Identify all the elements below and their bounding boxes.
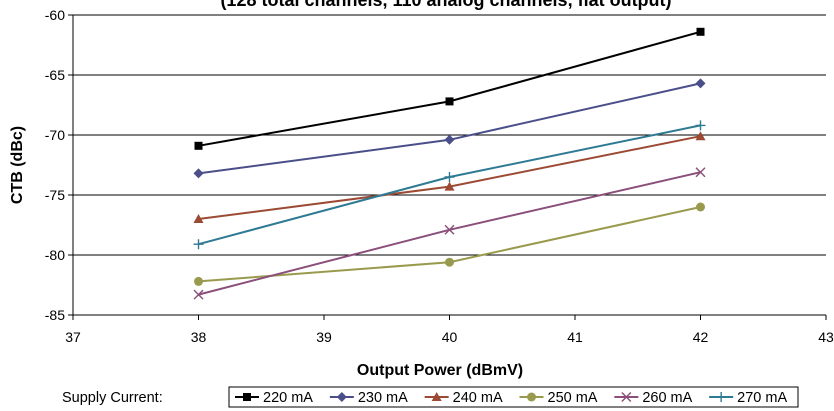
y-tick-label: -80 (45, 247, 65, 263)
data-point (696, 27, 705, 36)
data-point (695, 78, 706, 89)
series-250-mA (194, 202, 705, 286)
legend-entry: 250 mA (519, 390, 598, 406)
data-point (444, 172, 455, 182)
series-220-mA (194, 27, 705, 150)
legend-entry: 270 mA (709, 390, 787, 406)
x-tick-labels: 37 38 39 40 41 42 43 (65, 329, 834, 345)
series-group (193, 27, 706, 300)
y-tick-label: -70 (45, 127, 65, 143)
legend-label: 260 mA (642, 390, 692, 406)
plot-frame (68, 14, 827, 320)
legend-marker (527, 392, 536, 402)
legend-label: 240 mA (453, 390, 503, 406)
y-tick-labels: -60 -65 -70 -75 -80 -85 (45, 7, 65, 323)
series-270-mA (193, 120, 706, 250)
x-tick-label: 42 (693, 329, 709, 345)
x-tick-label: 39 (316, 329, 332, 345)
series-line (198, 206, 701, 283)
chart-title: (128 total channels, 110 analog channels… (220, 0, 671, 10)
legend-label: 230 mA (358, 390, 408, 406)
x-axis-label: Output Power (dBmV) (357, 362, 523, 379)
y-axis-label: CTB (dBc) (9, 126, 26, 204)
legend-entry: 220 mA (235, 390, 313, 406)
legend-entry: 260 mA (614, 390, 693, 406)
legend-marker (621, 392, 632, 402)
data-point (194, 276, 203, 286)
data-point (444, 224, 455, 235)
data-point (695, 167, 706, 178)
legend-marker (431, 392, 442, 401)
x-tick-label: 41 (567, 329, 583, 345)
data-point (193, 239, 204, 250)
legend: 220 mA 230 mA 240 mA 250 mA 260 mA 270 mA (228, 386, 799, 408)
data-point (445, 257, 454, 267)
x-tick-label: 38 (191, 329, 207, 345)
legend-label: 270 mA (737, 390, 787, 406)
data-point (444, 134, 455, 145)
data-point (695, 131, 706, 141)
data-point (193, 289, 204, 300)
data-point (445, 97, 454, 106)
y-tick-label: -85 (45, 307, 65, 323)
series-line (198, 30, 701, 147)
legend-marker (336, 392, 347, 402)
series-260-mA (193, 167, 706, 300)
y-tick-label: -60 (45, 7, 65, 23)
series-240-mA (193, 131, 706, 223)
y-tick-label: -75 (45, 187, 65, 203)
legend-marker (716, 392, 727, 402)
legend-marker (243, 393, 251, 401)
series-line (198, 82, 701, 175)
data-point (193, 168, 204, 179)
legend-label: 220 mA (263, 390, 313, 406)
legend-entry: 230 mA (329, 390, 408, 406)
data-point (193, 214, 204, 223)
y-tick-label: -65 (45, 67, 65, 83)
legend-title: Supply Current: (62, 390, 163, 406)
x-tick-label: 43 (818, 329, 834, 345)
legend-box (228, 386, 799, 408)
grid-lines (73, 14, 826, 316)
legend-entry: 240 mA (424, 390, 503, 406)
series-230-mA (193, 78, 706, 179)
data-point (444, 181, 455, 191)
legend-label: 250 mA (548, 390, 598, 406)
x-tick-label: 40 (442, 329, 458, 345)
x-tick-label: 37 (65, 329, 81, 345)
data-point (695, 120, 706, 131)
data-point (194, 141, 203, 150)
data-point (696, 202, 705, 212)
